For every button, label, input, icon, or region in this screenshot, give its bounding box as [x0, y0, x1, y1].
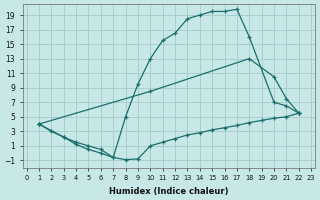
X-axis label: Humidex (Indice chaleur): Humidex (Indice chaleur): [109, 187, 228, 196]
